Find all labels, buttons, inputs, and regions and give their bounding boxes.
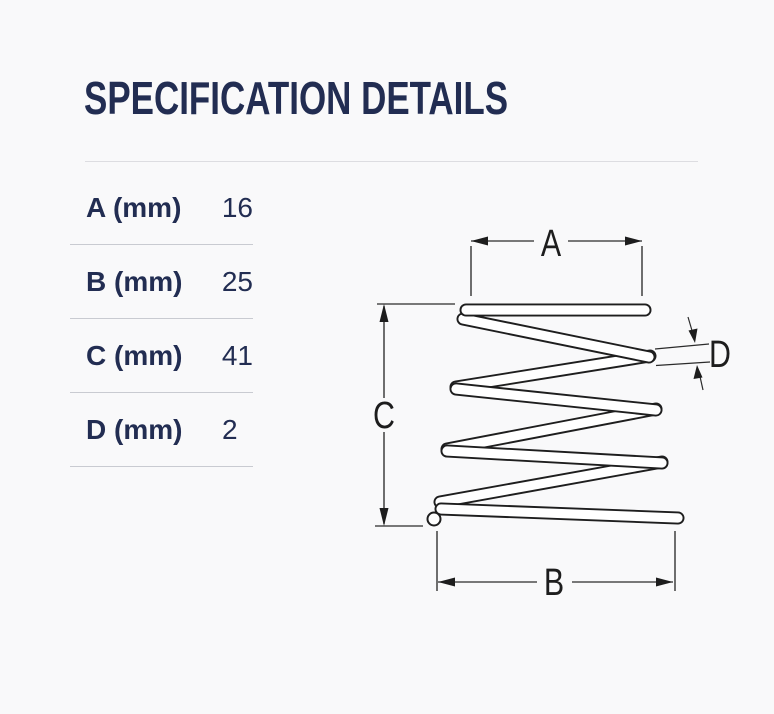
- spring-coil-front: [426, 303, 685, 527]
- table-row: B (mm) 25: [70, 245, 253, 319]
- table-row: A (mm) 16: [70, 171, 253, 245]
- arrowhead-right-icon: [625, 236, 642, 246]
- dimension-c: C: [373, 303, 455, 527]
- spec-label: B (mm): [86, 265, 183, 297]
- spec-value: 41: [221, 339, 253, 371]
- dimension-a: A: [470, 223, 643, 296]
- arrowhead-up-icon: [693, 365, 703, 379]
- spec-label: A (mm): [86, 191, 182, 223]
- spec-value: 2: [222, 413, 238, 445]
- dimension-d: D: [654, 316, 731, 391]
- arrowhead-left-icon: [471, 236, 488, 246]
- arrowhead-up-icon: [379, 304, 389, 322]
- dim-label-b: B: [544, 562, 564, 604]
- table-row: D (mm) 2: [70, 393, 253, 467]
- title-divider: [85, 161, 698, 162]
- dim-label-c: C: [373, 395, 395, 437]
- dim-label-a: A: [541, 223, 561, 265]
- page-title: SPECIFICATION DETAILS: [84, 72, 509, 124]
- spring-coil-back: [433, 349, 669, 509]
- spec-label: D (mm): [86, 413, 183, 445]
- arrowhead-down-icon: [688, 328, 698, 343]
- arrowhead-right-icon: [656, 577, 673, 587]
- spring-diagram: A C B: [373, 223, 731, 604]
- spring-wire-end-circle: [426, 511, 442, 527]
- dim-label-d: D: [709, 334, 731, 376]
- dimension-b: B: [436, 531, 676, 604]
- arrowhead-left-icon: [438, 577, 455, 587]
- spec-label: C (mm): [86, 339, 183, 371]
- arrowhead-down-icon: [379, 508, 389, 526]
- table-row: C (mm) 41: [70, 319, 253, 393]
- spec-value: 16: [221, 191, 253, 223]
- spec-value: 25: [221, 265, 253, 297]
- spec-table: A (mm) 16 B (mm) 25 C (mm) 41 D (mm) 2: [70, 171, 253, 467]
